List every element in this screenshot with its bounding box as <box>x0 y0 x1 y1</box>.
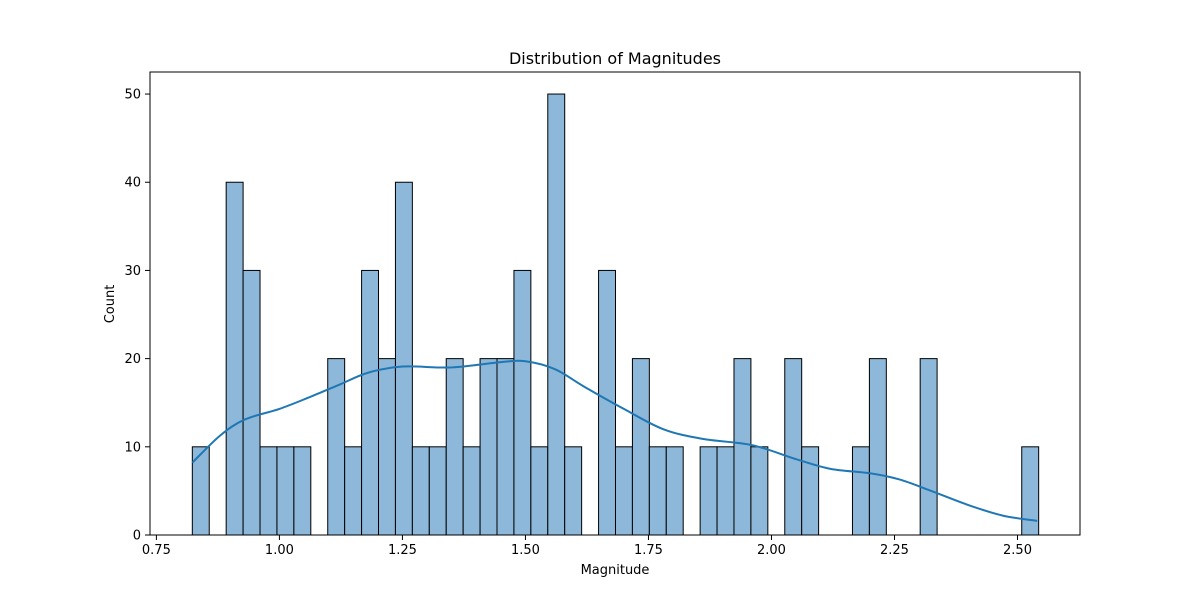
histogram-bars <box>191 93 1040 536</box>
histogram-bar <box>868 358 887 536</box>
histogram-bar <box>1021 446 1040 536</box>
histogram-bar <box>547 93 566 536</box>
x-axis-label: Magnitude <box>581 563 650 578</box>
histogram-bar <box>631 358 650 536</box>
x-tick-label: 1.25 <box>388 543 417 558</box>
histogram-bar <box>530 446 549 536</box>
histogram-bar <box>851 446 870 536</box>
histogram-bar <box>665 446 684 536</box>
histogram-bar <box>394 181 413 536</box>
histogram-bar <box>259 446 278 536</box>
y-tick-label: 40 <box>124 176 141 191</box>
histogram-bar <box>716 446 735 536</box>
histogram-bar <box>293 446 312 536</box>
histogram-bar <box>462 446 481 536</box>
histogram-bar <box>564 446 583 536</box>
histogram-bar <box>614 446 633 536</box>
kde-curve <box>191 359 1038 522</box>
y-tick-label: 0 <box>133 529 141 544</box>
histogram-bar <box>378 358 396 536</box>
x-tick-label: 1.75 <box>634 543 663 558</box>
x-tick-label: 2.00 <box>757 543 786 558</box>
histogram-bar <box>801 446 820 536</box>
histogram-bar <box>750 446 769 536</box>
x-tick-label: 2.25 <box>880 543 909 558</box>
plot-frame <box>149 71 1081 536</box>
histogram-bar <box>344 446 363 536</box>
y-tick-label: 50 <box>124 88 141 103</box>
histogram-bar <box>225 181 244 536</box>
x-tick-label: 1.50 <box>511 543 540 558</box>
y-tick-label: 30 <box>124 264 141 279</box>
y-tick-label: 20 <box>124 352 141 367</box>
histogram-bar <box>699 446 718 536</box>
y-tick-label: 10 <box>124 440 141 455</box>
histogram-bar <box>361 269 380 536</box>
chart-title: Distribution of Magnitudes <box>509 49 721 68</box>
x-tick-label: 2.50 <box>1003 543 1032 558</box>
histogram-bar <box>496 358 515 536</box>
histogram-bar <box>276 446 295 536</box>
histogram-bar <box>479 358 498 536</box>
histogram-bar <box>242 269 261 536</box>
histogram-bar <box>733 358 752 536</box>
histogram-bar <box>411 446 430 536</box>
histogram-bar <box>513 269 532 536</box>
histogram-bar <box>648 446 667 536</box>
histogram-bar <box>784 358 803 536</box>
histogram-bar <box>445 358 464 536</box>
y-axis-label: Count <box>103 285 118 324</box>
y-axis-ticks: 0 10 20 30 40 50 <box>124 88 150 544</box>
x-tick-label: 1.00 <box>265 543 294 558</box>
histogram-bar <box>428 446 447 536</box>
x-tick-label: 0.75 <box>142 543 171 558</box>
histogram-bar <box>919 358 938 536</box>
x-axis-ticks: 0.75 1.00 1.25 1.50 1.75 2.00 2.25 2.50 <box>142 535 1032 558</box>
